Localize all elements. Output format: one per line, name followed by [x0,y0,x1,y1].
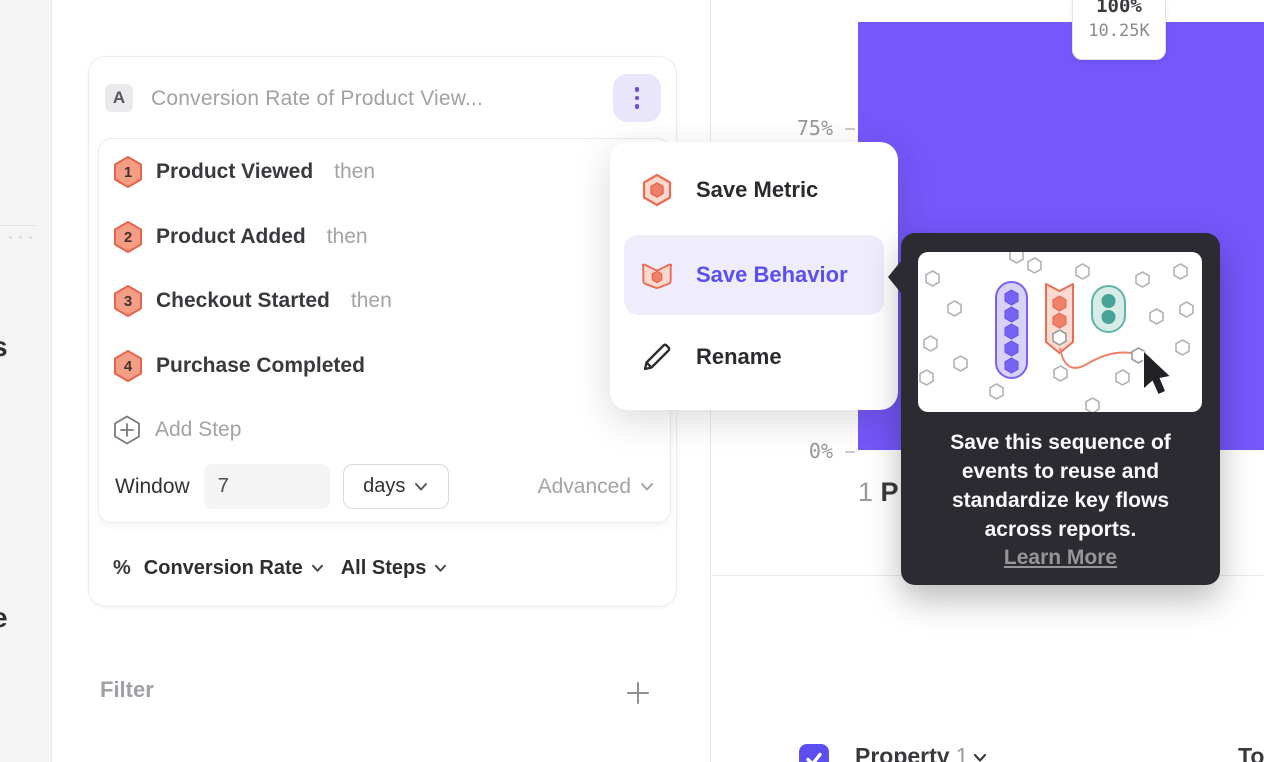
advanced-toggle[interactable]: Advanced [538,475,654,499]
step-number: 1 [123,163,133,181]
tooltip-message: Save this sequence of events to reuse an… [950,431,1171,541]
add-step-button[interactable]: Add Step [113,415,241,445]
context-menu: Save Metric Save Behavior Rename [610,142,898,410]
query-builder-card: A Conversion Rate of Product View... 1 P… [88,56,677,607]
step-number: 2 [123,228,133,246]
x-label-index: 1 [858,477,874,507]
scope-dropdown[interactable]: All Steps [341,557,448,580]
step-connector: then [334,160,376,183]
menu-item-save-behavior[interactable]: Save Behavior [610,247,898,303]
chevron-down-icon [973,753,987,762]
legend-property-dropdown[interactable]: Property 1 [855,743,968,762]
window-row: Window days Advanced [115,463,654,510]
menu-item-label: Save Behavior [696,262,848,287]
step-event-name[interactable]: Product Added [156,225,306,248]
y-tick-0: 0% [808,439,833,463]
legend-property-label: Property [855,743,950,762]
cursor-arrow-icon [1143,351,1171,395]
bar-value-card: 100% 10.25K [1072,0,1166,60]
add-step-label: Add Step [155,418,242,441]
percent-icon: % [113,556,131,579]
tooltip-arrow [888,261,901,293]
y-tickmark-0 [845,451,855,453]
step-number-hexagon-icon: 4 [113,350,143,382]
y-tickmark-75 [845,128,855,130]
window-value-input[interactable] [203,464,330,509]
filter-section-label: Filter [100,677,154,702]
tooltip-illustration [918,252,1202,412]
step-event-name[interactable]: Purchase Completed [156,354,365,377]
window-unit-select[interactable]: days [342,464,449,509]
metric-label: Conversion Rate [143,556,303,579]
steps-card: 1 Product Viewed then 2 Product Added th… [98,138,671,523]
metric-dropdown[interactable]: Conversion Rate [144,557,324,580]
rail-drag-dots-icon [9,236,32,239]
save-metric-hexagon-icon [640,173,674,207]
save-behavior-tooltip: Save this sequence of events to reuse an… [888,233,1220,585]
step-row-4[interactable]: 4 Purchase Completed [113,350,386,382]
legend-total-header: Tot [1238,743,1264,762]
query-title[interactable]: Conversion Rate of Product View... [151,87,484,110]
x-axis-label: 1 P [858,477,899,508]
y-tick-75: 75% [796,116,833,140]
menu-item-rename[interactable]: Rename [610,329,898,385]
scope-label: All Steps [340,556,427,579]
window-unit-value: days [363,475,406,497]
rail-cut-label-e[interactable]: e [0,602,8,634]
step-event-name[interactable]: Checkout Started [156,289,330,312]
menu-item-save-metric[interactable]: Save Metric [610,162,898,218]
pencil-icon [640,340,674,374]
chevron-down-icon [641,482,653,490]
learn-more-link[interactable]: Learn More [1003,546,1118,569]
measurement-row: % Conversion Rate All Steps [113,555,447,581]
step-number: 4 [123,357,133,375]
menu-item-label: Rename [696,344,782,369]
bar-value-percent: 100% [1096,0,1142,17]
x-label-event: P [880,477,899,507]
legend-checkbox[interactable] [799,744,829,762]
series-badge[interactable]: A [105,84,133,112]
chevron-down-icon [311,564,323,572]
advanced-label: Advanced [537,474,631,498]
step-row-3[interactable]: 3 Checkout Started then [113,285,392,317]
left-rail: s e [0,0,52,762]
step-connector: then [350,289,392,312]
rail-divider [0,225,36,226]
menu-item-label: Save Metric [696,177,819,202]
rail-cut-label-s[interactable]: s [0,331,8,363]
legend-property-index: 1 [955,743,969,762]
add-filter-button[interactable] [625,680,651,706]
bar-value-count: 10.25K [1088,21,1150,41]
step-event-name[interactable]: Product Viewed [156,160,314,183]
chevron-down-icon [415,482,428,490]
step-number: 3 [123,292,133,310]
step-number-hexagon-icon: 2 [113,221,143,253]
step-number-hexagon-icon: 1 [113,156,143,188]
chevron-down-icon [435,564,447,572]
step-connector: then [326,225,368,248]
save-behavior-ribbon-icon [640,258,674,292]
window-label: Window [115,474,190,498]
step-number-hexagon-icon: 3 [113,285,143,317]
check-icon [806,752,822,762]
step-row-1[interactable]: 1 Product Viewed then [113,156,375,188]
step-row-2[interactable]: 2 Product Added then [113,221,368,253]
add-step-hexagon-plus-icon [114,415,140,445]
kebab-menu-button[interactable] [613,74,661,122]
